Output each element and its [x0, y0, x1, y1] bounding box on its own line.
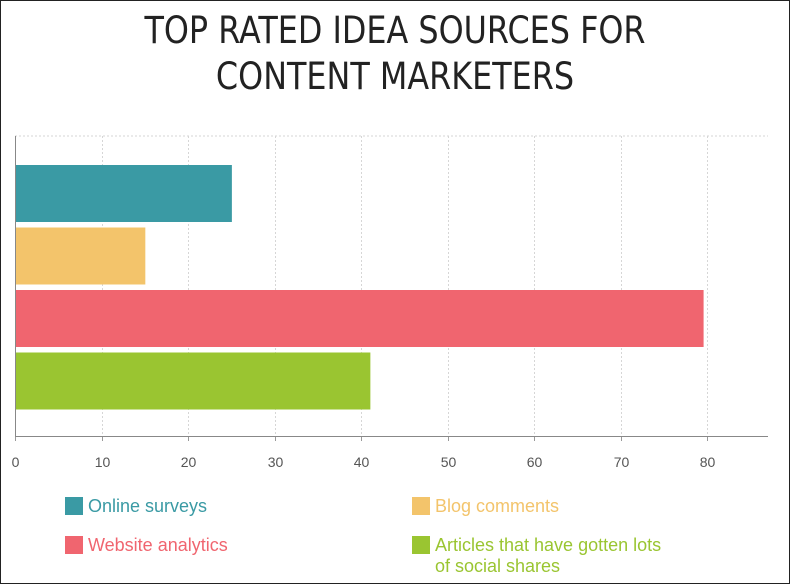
bar-articles-that-have-gotten-lots-of-social-shares [15, 352, 371, 410]
legend-item-articles-that-have-gotten-lots-of-social-shares: Articles that have gotten lots of social … [412, 535, 661, 577]
x-tick-label-70: 70 [614, 454, 630, 470]
legend-label-online-surveys: Online surveys [88, 496, 207, 517]
chart-title-line-1: TOP RATED IDEA SOURCES FOR [144, 9, 646, 52]
x-tick-label-50: 50 [441, 454, 457, 470]
legend-label-line: Online surveys [88, 496, 208, 516]
x-tick-label-10: 10 [95, 454, 111, 470]
chart-title: TOP RATED IDEA SOURCES FOR CONTENT MARKE… [55, 8, 734, 100]
chart-title-line-2: CONTENT MARKETERS [215, 55, 575, 98]
legend-label-line: of social shares [435, 556, 561, 576]
legend-swatch-website-analytics [65, 536, 83, 554]
legend-label-articles-that-have-gotten-lots-of-social-shares: Articles that have gotten lots of social … [435, 535, 661, 577]
x-tick-label-40: 40 [354, 454, 370, 470]
legend-swatch-articles-that-have-gotten-lots-of-social-shares [412, 536, 430, 554]
legend-item-website-analytics: Website analytics [65, 535, 228, 556]
legend-swatch-blog-comments [412, 497, 430, 515]
legend-label-line: Website analytics [88, 535, 228, 555]
bar-blog-comments [15, 227, 146, 285]
x-tick-label-20: 20 [181, 454, 197, 470]
x-tick-label-30: 30 [268, 454, 284, 470]
legend-swatch-online-surveys [65, 497, 83, 515]
x-tick-label-80: 80 [700, 454, 716, 470]
legend-item-online-surveys: Online surveys [65, 496, 207, 517]
bar-online-surveys [15, 165, 232, 222]
legend-label-website-analytics: Website analytics [88, 535, 228, 556]
legend-item-blog-comments: Blog comments [412, 496, 559, 517]
bar-website-analytics [15, 290, 704, 347]
x-tick-label-60: 60 [527, 454, 543, 470]
legend-label-line: Articles that have gotten lots [435, 535, 662, 555]
x-tick-label-0: 0 [12, 454, 20, 470]
legend-label-line: Blog comments [435, 496, 560, 516]
legend-label-blog-comments: Blog comments [435, 496, 559, 517]
